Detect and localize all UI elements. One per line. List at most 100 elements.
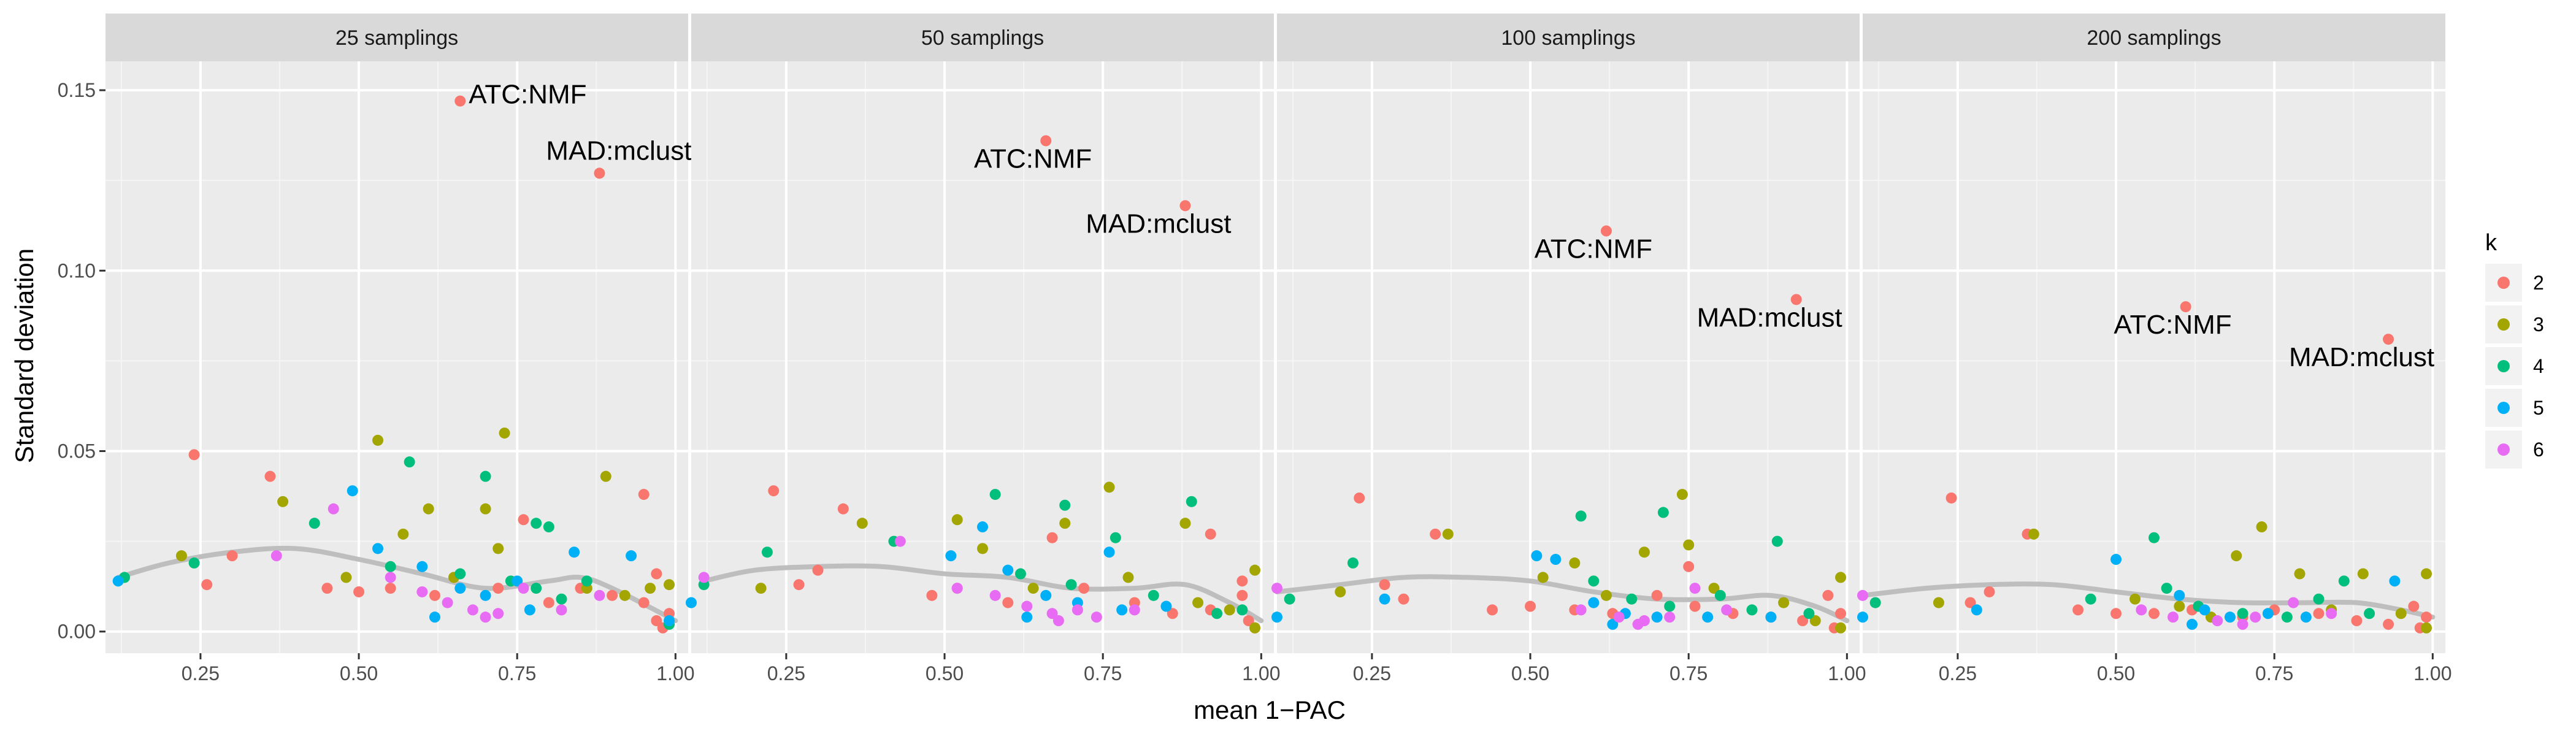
data-point [2389, 575, 2401, 587]
x-tick-label: 0.25 [767, 662, 805, 684]
data-point [1148, 589, 1159, 601]
data-point [1179, 200, 1191, 212]
data-point [1984, 586, 1995, 597]
data-point [977, 521, 988, 533]
data-point [1122, 572, 1134, 583]
legend-label: 5 [2533, 397, 2544, 419]
data-point [1835, 622, 1847, 634]
data-point [385, 572, 396, 583]
data-point [340, 572, 352, 583]
data-point [989, 589, 1001, 601]
data-point [2186, 618, 2198, 630]
data-point [651, 568, 662, 580]
data-point [1683, 539, 1695, 551]
data-point [543, 521, 554, 533]
data-point [416, 561, 428, 572]
point-annotation: ATC:NMF [974, 144, 1092, 174]
legend-items: 2 3 4 5 6 [2485, 264, 2544, 469]
data-point [2338, 575, 2350, 587]
data-point [1046, 532, 1058, 543]
data-point [480, 503, 491, 515]
data-point [2421, 568, 2432, 580]
data-point [1014, 568, 1026, 580]
data-point [2167, 611, 2179, 623]
data-point [1091, 611, 1102, 623]
x-tick-label: 0.75 [498, 662, 536, 684]
legend-swatch [2497, 277, 2510, 289]
x-tick-label: 0.75 [2255, 662, 2293, 684]
data-point [1933, 597, 1944, 608]
data-point [626, 550, 637, 562]
data-point [1651, 611, 1663, 623]
data-point [1398, 593, 1409, 605]
data-point [385, 583, 396, 594]
data-point [856, 518, 868, 529]
data-point [277, 496, 289, 507]
facet-strip-label: 50 samplings [921, 26, 1044, 50]
data-point [1809, 615, 1821, 627]
data-point [1249, 564, 1261, 576]
data-point [1835, 608, 1847, 619]
point-annotation: ATC:NMF [469, 80, 586, 110]
data-point [1651, 589, 1663, 601]
data-point [837, 503, 849, 515]
data-point [793, 579, 805, 591]
data-point [531, 583, 542, 594]
y-tick-label: 0.15 [58, 79, 96, 101]
data-point [2421, 622, 2432, 634]
data-point [1857, 611, 1868, 623]
data-point [1575, 510, 1587, 522]
x-tick-label: 0.75 [1084, 662, 1122, 684]
data-point [480, 611, 491, 623]
data-point [372, 543, 384, 554]
data-point [1638, 546, 1650, 558]
data-point [1211, 608, 1223, 619]
data-point [480, 589, 491, 601]
data-point [397, 528, 409, 540]
data-point [1778, 597, 1790, 608]
data-point [951, 583, 963, 594]
data-point [1965, 597, 1976, 608]
facet-strip [105, 13, 688, 61]
legend-swatch [2497, 443, 2510, 456]
data-point [1588, 597, 1600, 608]
data-point [1790, 294, 1802, 305]
smooth-curve [701, 563, 1264, 624]
data-point [226, 550, 238, 562]
data-point [2250, 611, 2261, 623]
data-point [518, 514, 529, 526]
x-tick-label: 0.25 [1939, 662, 1977, 684]
x-tick-label: 0.50 [340, 662, 378, 684]
data-point [1869, 597, 1881, 608]
data-point [2180, 301, 2191, 313]
data-point [1721, 604, 1733, 616]
legend-label: 3 [2533, 313, 2544, 335]
data-point [1430, 528, 1441, 540]
data-point [1354, 492, 1365, 504]
data-point [2199, 604, 2210, 616]
data-point [2294, 568, 2306, 580]
facet-panel: 25 samplings 0.25 0.50 0.75 1.00 0.00 0.05 0.10… [58, 13, 694, 684]
x-tick-label: 0.50 [926, 662, 964, 684]
data-point [989, 489, 1001, 500]
data-point [1575, 604, 1587, 616]
data-point [1284, 593, 1295, 605]
data-point [1103, 481, 1115, 493]
legend-swatch [2497, 318, 2510, 331]
data-point [1607, 618, 1619, 630]
data-point [1046, 608, 1058, 619]
data-point [1021, 611, 1033, 623]
data-point [499, 427, 510, 439]
data-point [543, 597, 554, 608]
data-point [594, 167, 605, 179]
data-point [454, 95, 466, 107]
data-point [1236, 589, 1248, 601]
point-annotation: MAD:mclust [546, 136, 691, 166]
data-point [1160, 600, 1172, 612]
data-point [416, 586, 428, 597]
data-point [518, 583, 529, 594]
data-point [1442, 528, 1454, 540]
data-point [1379, 593, 1390, 605]
data-point [698, 572, 710, 583]
